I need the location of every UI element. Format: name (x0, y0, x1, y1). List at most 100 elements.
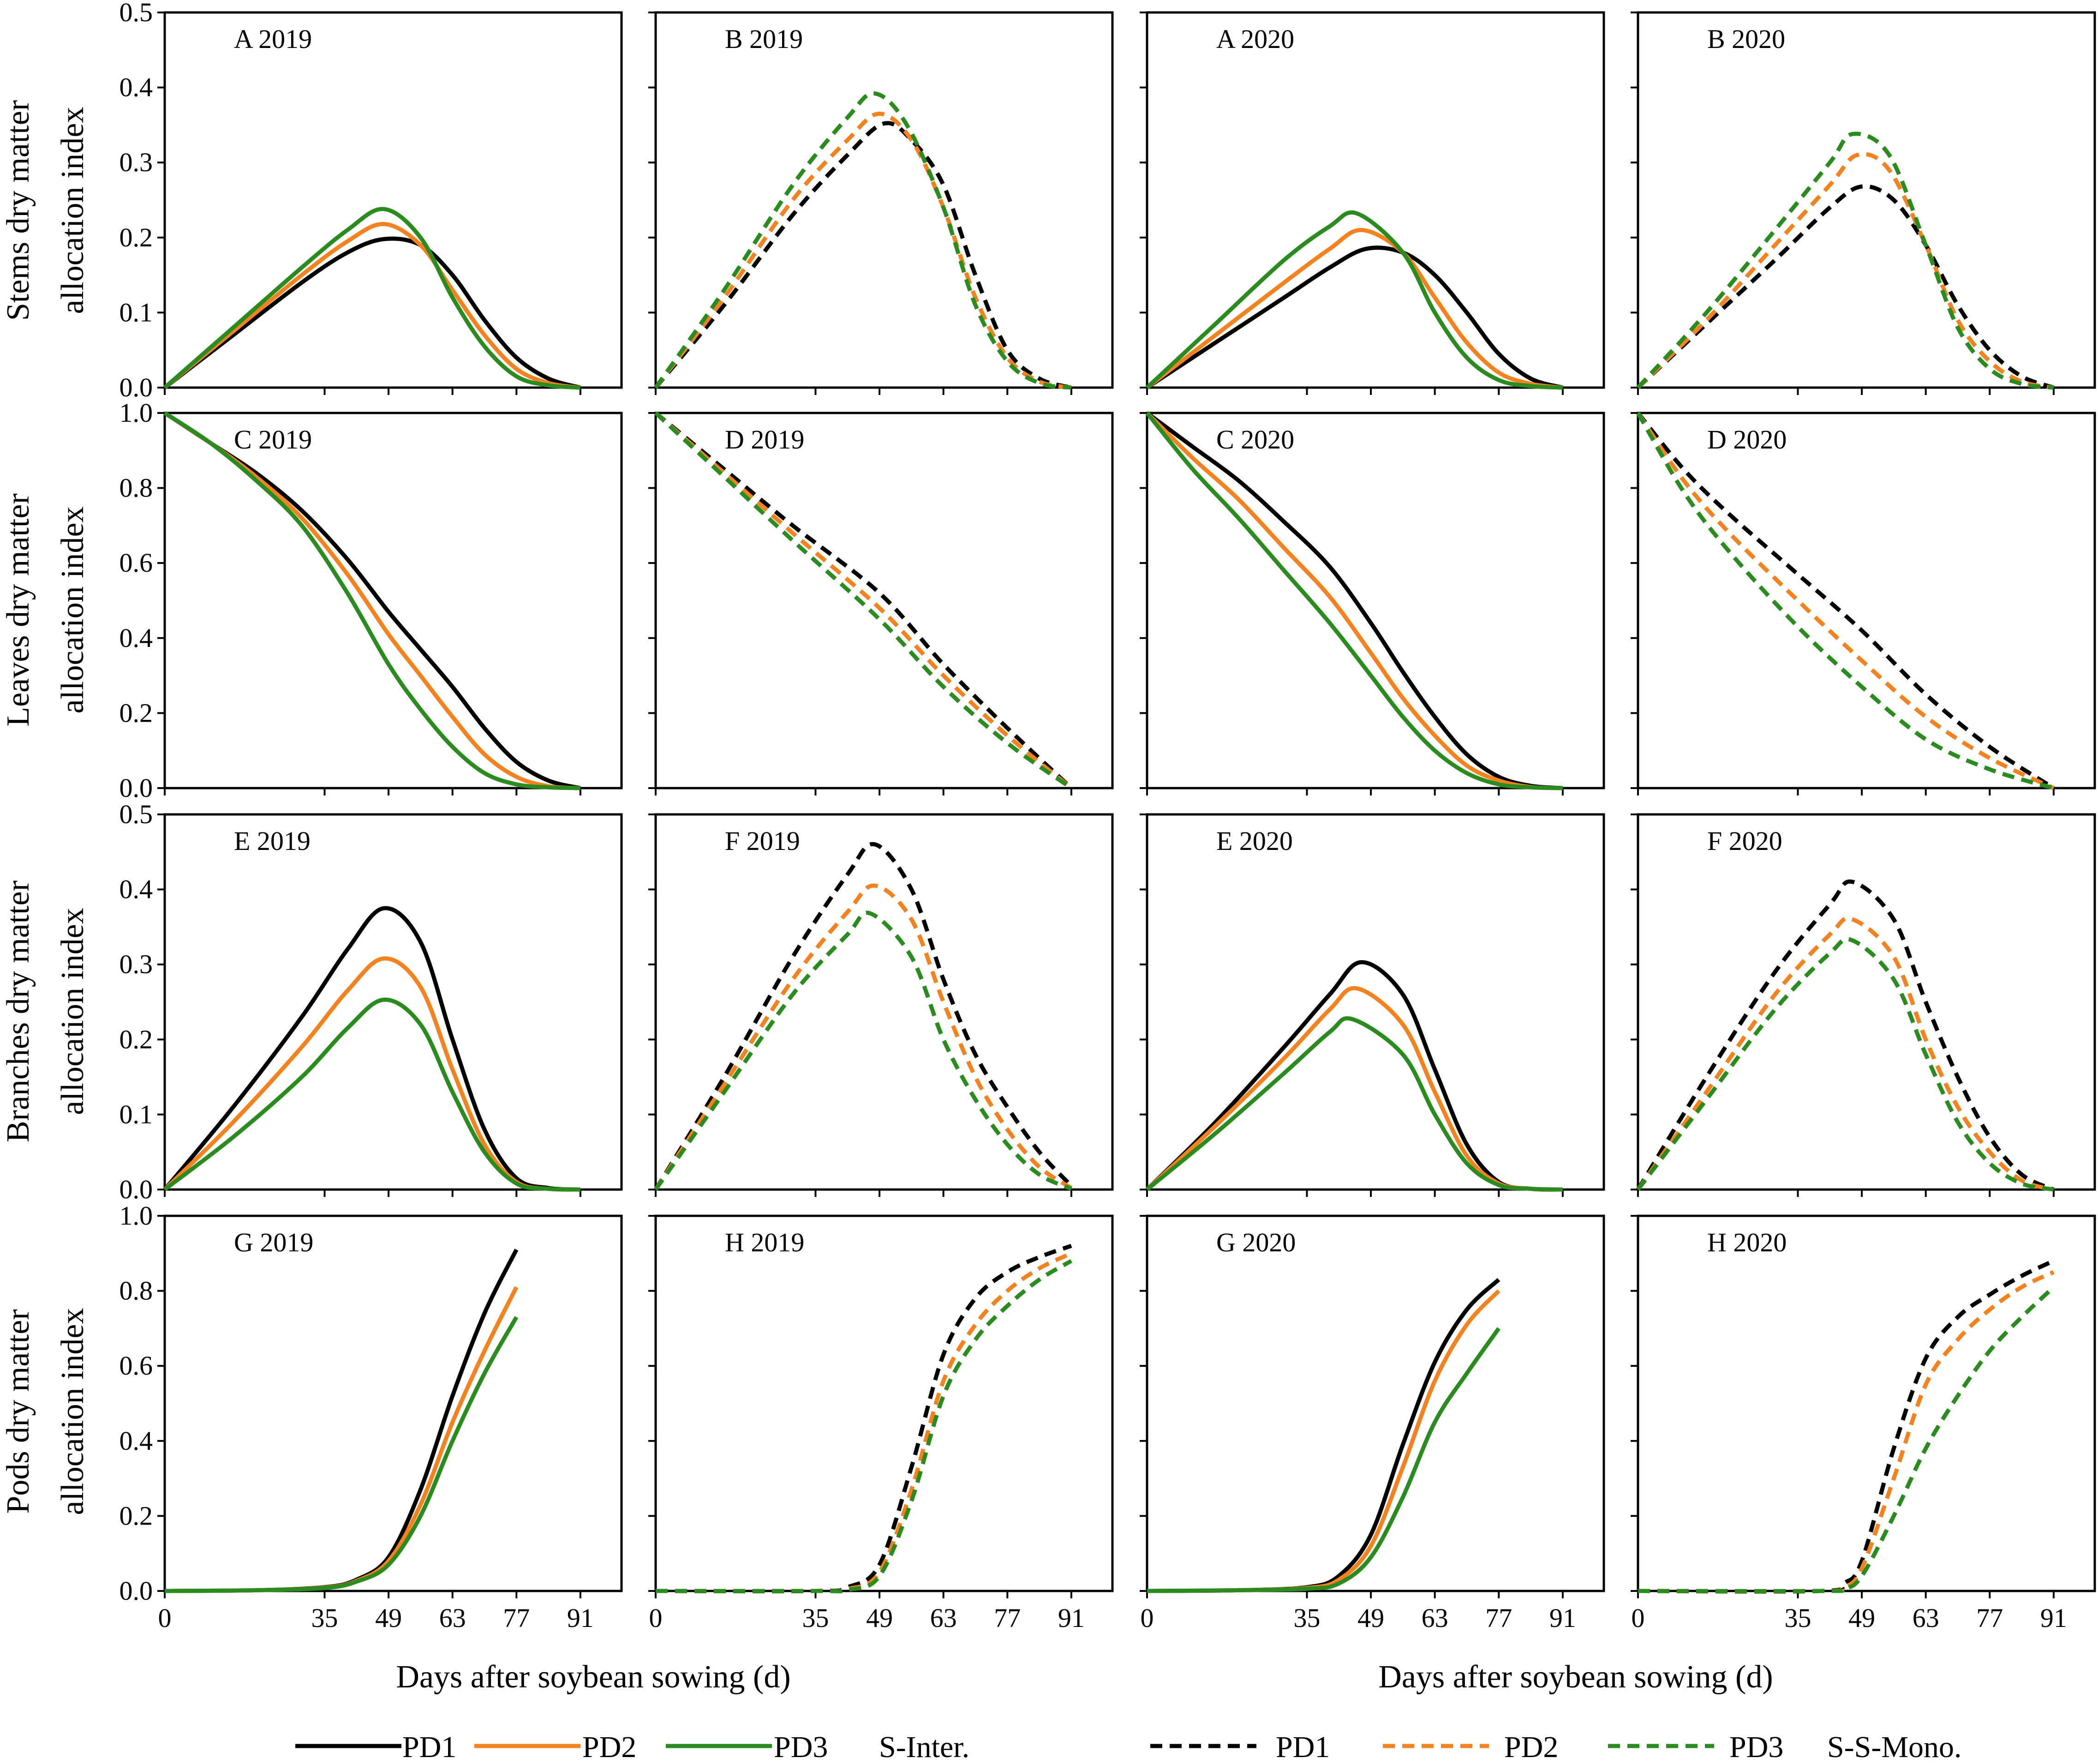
legend-solid-pd1-label: PD1 (402, 1730, 456, 1764)
series-line-pd3 (163, 998, 581, 1192)
series-line-pd2 (1147, 1289, 1500, 1593)
y-tick-label: 0.4 (120, 623, 153, 653)
x-tick-label: 77 (1485, 1603, 1512, 1633)
x-tick-label: 35 (311, 1603, 338, 1633)
series-line-pd2 (164, 1286, 519, 1593)
x-tick-label: 49 (1357, 1603, 1384, 1633)
y-tick-label: 0.1 (120, 297, 153, 327)
panel-b-2020: B 2020 (1631, 11, 2096, 395)
series-line-pd2 (163, 221, 581, 390)
y-tick-label: 0.4 (120, 72, 153, 102)
panel-title: G 2019 (234, 1227, 313, 1257)
panel-frame (163, 813, 623, 1191)
panel-frame (654, 11, 1114, 389)
panel-title: F 2020 (1707, 826, 1782, 856)
legend-dashed-pd1-label: PD1 (1276, 1730, 1330, 1764)
series-line-pd3 (654, 411, 1073, 790)
panel-title: A 2019 (234, 24, 312, 54)
legend-dashed: PD1 PD2 PD3 S-S-Mono. (1150, 1730, 1962, 1764)
panel-g-2019: 0.0 0.2 0.4 0.6 0.8 1.0 0 35 49 63 77 91 G 2019 (120, 1201, 623, 1633)
series-line-pd3 (1145, 210, 1563, 390)
x-tick-label: 91 (2040, 1603, 2067, 1633)
series-line-pd2 (1636, 412, 2055, 790)
panel-title: C 2019 (234, 425, 312, 454)
panel-title: A 2020 (1216, 24, 1294, 54)
panel-frame (1637, 1214, 2096, 1592)
panel-title: C 2020 (1216, 425, 1294, 454)
y-tick-label: 0.0 (120, 1576, 153, 1606)
x-tick-label: 91 (1058, 1603, 1085, 1633)
series-line-pd1 (1146, 245, 1564, 390)
series-line-pd3 (1636, 937, 2054, 1192)
panel-frame (654, 813, 1114, 1191)
y-label-leaves-line2: allocation index (55, 506, 90, 713)
y-label-leaves: Leaves dry matter allocation index (0, 493, 90, 726)
panel-h-2019: 0 35 49 63 77 91 H 2019 (648, 1214, 1114, 1633)
panel-grid: 0.0 0.1 0.2 0.3 0.4 0.5 A 2019 B 2019 A 2020 B 20… (120, 0, 2096, 1633)
panel-a-2019: 0.0 0.1 0.2 0.3 0.4 0.5 A 2019 (120, 0, 623, 402)
x-tick-label: 0 (1632, 1603, 1645, 1633)
y-tick-label: 1.0 (120, 398, 153, 428)
panel-title: H 2020 (1707, 1227, 1787, 1257)
y-label-pods-line1: Pods dry matter (0, 1309, 36, 1513)
series-line-pd1 (654, 842, 1073, 1191)
panel-title: H 2019 (725, 1227, 804, 1257)
y-label-pods: Pods dry matter allocation index (0, 1308, 90, 1515)
x-tick-label: 0 (158, 1603, 172, 1633)
panel-e-2019: 0.0 0.1 0.2 0.3 0.4 0.5 E 2019 (120, 799, 623, 1204)
panel-f-2020: F 2020 (1631, 813, 2096, 1197)
legend-solid-group-label: S-Inter. (879, 1730, 969, 1764)
y-label-leaves-line1: Leaves dry matter (0, 493, 36, 726)
y-tick-label: 0.3 (120, 949, 153, 979)
y-tick-label: 0.2 (120, 222, 153, 252)
panel-e-2020: E 2020 (1140, 813, 1605, 1197)
panel-frame (1637, 412, 2096, 789)
panel-frame (1146, 813, 1605, 1191)
x-tick-label: 77 (503, 1603, 530, 1633)
legend-dashed-pd3-label: PD3 (1729, 1730, 1783, 1764)
panel-title: E 2019 (234, 826, 311, 856)
y-label-branches-line1: Branches dry matter (0, 880, 36, 1142)
series-line-pd2 (654, 112, 1072, 390)
series-line-pd1 (163, 906, 581, 1192)
y-tick-label: 0.2 (120, 698, 153, 728)
x-tick-label: 91 (1549, 1603, 1576, 1633)
series-line-pd1 (654, 411, 1073, 790)
series-line-pd3 (655, 1259, 1073, 1594)
series-line-pd3 (1636, 132, 2054, 390)
series-line-pd1 (1145, 960, 1563, 1192)
panel-frame (654, 1214, 1114, 1592)
y-tick-label: 0.4 (120, 1426, 153, 1456)
x-label-left: Days after soybean sowing (d) (396, 1659, 790, 1695)
series-line-pd3 (1146, 1016, 1563, 1192)
panel-frame (1146, 1214, 1605, 1592)
series-line-pd1 (1636, 879, 2055, 1192)
y-tick-label: 0.1 (120, 1099, 153, 1129)
legend-solid-pd2-label: PD2 (582, 1730, 636, 1764)
series-line-pd3 (163, 207, 581, 390)
panel-frame (163, 1214, 623, 1592)
y-tick-label: 0.0 (120, 773, 153, 803)
series-line-pd3 (1145, 412, 1563, 790)
panel-title: D 2020 (1707, 425, 1787, 454)
panel-c-2019: 0.0 0.2 0.4 0.6 0.8 1.0 C 2019 (120, 398, 623, 803)
panel-title: G 2020 (1216, 1227, 1296, 1257)
series-line-pd2 (654, 411, 1073, 790)
y-tick-label: 0.0 (120, 1174, 153, 1204)
x-tick-label: 63 (930, 1603, 957, 1633)
panel-frame (1146, 11, 1605, 389)
x-tick-label: 91 (567, 1603, 594, 1633)
series-line-pd2 (1638, 1270, 2055, 1594)
series-line-pd1 (654, 121, 1072, 390)
series-line-pd2 (1636, 916, 2055, 1192)
y-label-branches-line2: allocation index (55, 908, 90, 1115)
panel-title: B 2020 (1707, 24, 1785, 54)
x-tick-label: 49 (866, 1603, 893, 1633)
panel-title: B 2019 (725, 24, 803, 54)
panel-b-2019: B 2019 (648, 11, 1114, 395)
series-line-pd1 (655, 1244, 1072, 1594)
x-tick-label: 77 (1976, 1603, 2003, 1633)
panel-frame (1637, 11, 2096, 389)
panel-h-2020: 0 35 49 63 77 91 H 2020 (1631, 1214, 2096, 1633)
